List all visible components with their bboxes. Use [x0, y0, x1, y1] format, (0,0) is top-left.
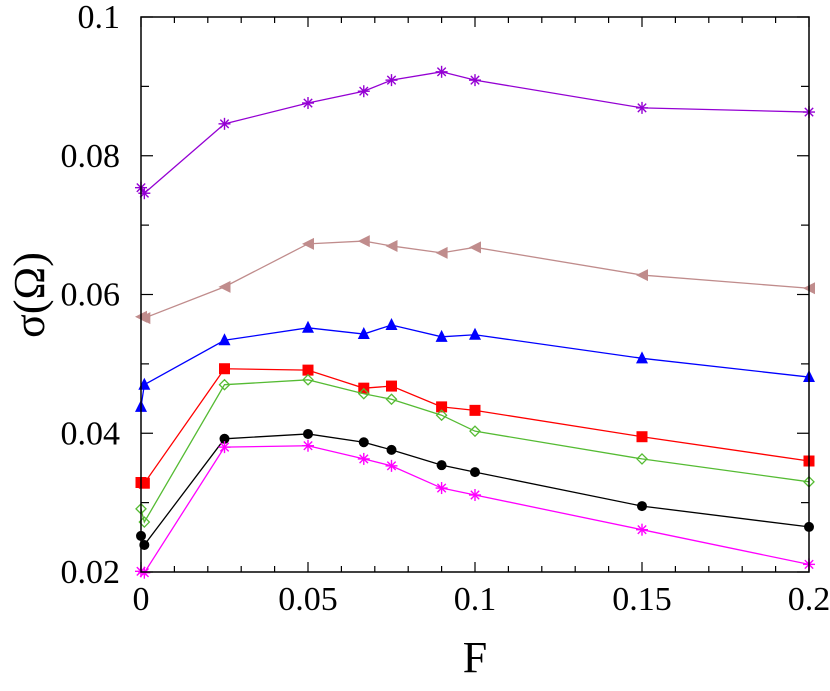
series-purple-star — [135, 65, 815, 200]
x-axis-title: F — [463, 633, 487, 682]
square-marker — [138, 477, 150, 489]
y-tick-label: 0.1 — [78, 0, 121, 36]
star-marker — [637, 103, 647, 113]
circle-marker — [386, 444, 397, 455]
x-tick-label: 0.2 — [788, 581, 830, 618]
circle-marker — [470, 467, 480, 478]
star-marker — [436, 483, 447, 493]
square-marker — [636, 431, 648, 443]
series-line — [140, 379, 810, 524]
triangle-left-marker — [138, 312, 151, 325]
y-tick-labels: 0.02 0.04 0.06 0.08 0.1 — [61, 0, 121, 591]
diamond-marker — [357, 387, 370, 400]
triangle-left-marker — [218, 280, 231, 293]
star-marker — [303, 98, 313, 108]
x-tick-label: 0.15 — [612, 581, 672, 618]
square-marker — [219, 363, 230, 375]
diamond-marker — [469, 425, 481, 438]
triangle-up-marker — [469, 327, 481, 340]
triangle-left-marker — [469, 241, 481, 254]
series-line — [140, 445, 810, 574]
circle-marker — [219, 433, 230, 444]
series-line — [140, 324, 810, 407]
data-series — [135, 65, 815, 579]
x-tick-labels: 0 0.05 0.1 0.15 0.2 — [133, 581, 830, 618]
diamond-marker — [302, 373, 314, 386]
diamond-marker — [435, 409, 448, 422]
circle-marker — [436, 460, 447, 471]
triangle-up-marker — [218, 333, 231, 346]
star-marker — [303, 441, 313, 451]
series-line — [140, 368, 810, 484]
triangle-up-marker — [385, 318, 398, 331]
series-magenta-star — [135, 439, 815, 579]
series-brown-triangle-left — [135, 235, 815, 325]
y-tick-label: 0.06 — [61, 277, 121, 314]
triangle-left-marker — [636, 269, 648, 282]
triangle-left-marker — [435, 246, 448, 259]
y-tick-label: 0.04 — [61, 415, 121, 452]
y-tick-label: 0.08 — [61, 138, 121, 175]
triangle-left-marker — [385, 239, 398, 252]
circle-marker — [303, 428, 313, 439]
triangle-up-marker — [138, 377, 151, 390]
diamond-marker — [636, 452, 648, 465]
series-line — [140, 71, 810, 195]
diamond-marker — [385, 393, 398, 406]
circle-marker — [637, 501, 647, 512]
star-marker — [219, 119, 230, 129]
triangle-left-marker — [302, 237, 314, 250]
star-marker — [436, 67, 447, 77]
square-marker — [469, 404, 481, 416]
x-tick-label: 0 — [133, 581, 150, 618]
star-marker — [359, 454, 369, 464]
square-marker — [302, 364, 314, 376]
diamond-marker — [218, 378, 231, 391]
triangle-up-marker — [435, 329, 448, 342]
triangle-up-marker — [302, 320, 314, 333]
star-marker — [219, 442, 230, 452]
series-black-circle — [136, 428, 814, 550]
triangle-up-marker — [636, 351, 648, 364]
circle-marker — [139, 539, 150, 550]
series-green-diamond — [135, 373, 815, 528]
x-tick-label: 0.1 — [454, 581, 497, 618]
y-axis-title: σ(Ω) — [5, 252, 54, 338]
star-marker — [470, 75, 480, 85]
star-marker — [386, 75, 397, 85]
star-marker — [470, 490, 480, 500]
star-marker — [386, 461, 397, 471]
series-blue-triangle-up — [135, 318, 815, 412]
y-tick-label: 0.02 — [61, 554, 121, 591]
plot-frame — [140, 16, 810, 573]
star-marker — [359, 86, 369, 96]
series-line — [140, 433, 810, 547]
square-marker — [436, 401, 448, 413]
triangle-up-marker — [357, 327, 370, 340]
x-tick-label: 0.05 — [278, 581, 338, 618]
circle-marker — [358, 437, 369, 448]
star-marker — [637, 524, 647, 535]
axis-ticks — [140, 16, 810, 573]
series-line — [140, 240, 810, 319]
triangle-left-marker — [357, 235, 370, 248]
square-marker — [386, 380, 397, 392]
